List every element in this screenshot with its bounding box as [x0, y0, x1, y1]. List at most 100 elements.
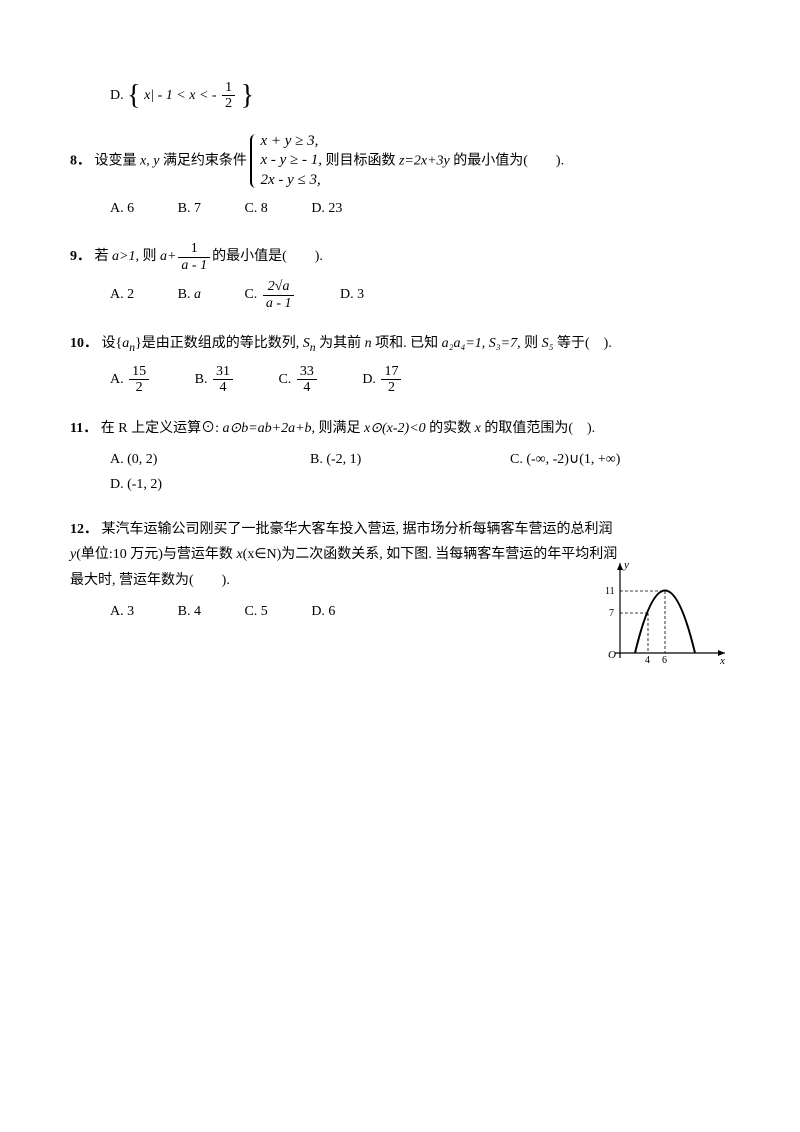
q-number: 8． — [70, 153, 91, 168]
stem-text: 等于( ). — [554, 336, 612, 351]
option-d: D. (-1, 2) — [110, 472, 310, 497]
stem-line2b: (x∈N)为二次函数关系, 如下图. 当每辆客车营运的年平均利润 — [243, 547, 618, 562]
option-c: C. 2√a a - 1 — [244, 279, 296, 311]
var-xy: x, y — [140, 153, 159, 168]
constraint-system: x + y ≥ 3, x - y ≥ - 1, 2x - y ≤ 3, — [250, 132, 322, 191]
options: A. (0, 2) B. (-2, 1) C. (-∞, -2)∪(1, +∞)… — [70, 447, 730, 497]
fraction: 1 2 — [222, 80, 235, 112]
question-9: 9． 若 a>1, 则 a+ 1 a - 1 的最小值是( ). A. 2 B.… — [70, 241, 730, 311]
z-expr: z=2x+3y — [399, 153, 450, 168]
option-a: A. 6 — [110, 196, 134, 221]
numerator: 1 — [178, 241, 210, 257]
inequality: x⊙(x-2)<0 — [364, 421, 426, 436]
opt-label: C. — [278, 372, 294, 387]
option-d: D. 172 — [362, 364, 403, 396]
option-d: D. 23 — [311, 196, 342, 221]
sys-row: x - y ≥ - 1, — [260, 151, 322, 171]
denominator: a - 1 — [181, 258, 207, 273]
numerator: 17 — [381, 364, 401, 380]
expr-a: a+ — [160, 250, 176, 265]
opt-label: D. — [362, 372, 379, 387]
stem-text: 的最小值为( ). — [453, 153, 564, 168]
numerator: 33 — [297, 364, 317, 380]
options: A. 2 B. a C. 2√a a - 1 D. 3 — [70, 279, 730, 311]
stem-text: 则目标函数 — [325, 153, 399, 168]
opt-d-label: D. — [110, 88, 124, 103]
q-number: 11． — [70, 421, 97, 436]
stem-text: 则满足 — [319, 421, 365, 436]
option-c: C. (-∞, -2)∪(1, +∞) — [510, 447, 710, 472]
x-tick-4: 4 — [645, 655, 650, 666]
numerator: 1 — [222, 80, 235, 96]
stem-text: 的取值范围为( ). — [484, 421, 595, 436]
x-var: x — [475, 421, 481, 436]
stem-text: 设{ — [102, 336, 123, 351]
sn: S — [303, 336, 310, 351]
option-b: B. (-2, 1) — [310, 447, 510, 472]
stem-text: 为其前 — [316, 336, 365, 351]
stem-text: 满足约束条件 — [163, 153, 247, 168]
numerator: 31 — [213, 364, 233, 380]
numerator: 2√a — [268, 279, 290, 294]
cond: a>1, — [112, 250, 139, 265]
numerator: 15 — [129, 364, 149, 380]
known: a₂a₄=1, S₃=7, — [442, 336, 521, 351]
option-a: A. (0, 2) — [110, 447, 310, 472]
option-d: D. 3 — [340, 282, 364, 307]
opt-val: a — [194, 287, 201, 302]
option-b: B. 4 — [178, 599, 201, 624]
x-tick-6: 6 — [662, 655, 667, 666]
denominator: 4 — [297, 380, 317, 395]
stem-line1: 某汽车运输公司刚买了一批豪华大客车投入营运, 据市场分析每辆客车营运的总利润 — [102, 522, 613, 537]
question-10: 10． 设{an}是由正数组成的等比数列, Sn 为其前 n 项和. 已知 a₂… — [70, 331, 730, 396]
option-a: A. 152 — [110, 364, 151, 396]
denominator: 2 — [381, 380, 401, 395]
option-c: C. 8 — [244, 196, 267, 221]
denominator: 2 — [222, 96, 235, 111]
stem-text: }是由正数组成的等比数列, — [135, 336, 303, 351]
stem-text: 在 R 上定义运算⊙: — [101, 421, 223, 436]
stem-line3: 最大时, 营运年数为( ). — [70, 573, 230, 588]
sys-row: 2x - y ≤ 3, — [260, 171, 322, 191]
denominator: 4 — [213, 380, 233, 395]
set-expr: x| - 1 < x < - — [144, 88, 217, 103]
question-12: 12． 某汽车运输公司刚买了一批豪华大客车投入营运, 据市场分析每辆客车营运的总… — [70, 517, 730, 677]
stem-text: 的最小值是( ). — [212, 250, 323, 265]
q-number: 10． — [70, 336, 98, 351]
option-c: C. 334 — [278, 364, 318, 396]
stem-text: 的实数 — [429, 421, 475, 436]
option-c: C. 5 — [244, 599, 267, 624]
opt-label: B. — [178, 287, 194, 302]
quadratic-graph: O y x 11 7 4 6 — [600, 558, 730, 677]
q-number: 12． — [70, 522, 98, 537]
n-var: n — [365, 336, 372, 351]
options: A. 152 B. 314 C. 334 D. 172 — [70, 364, 730, 396]
fraction: 1 a - 1 — [178, 241, 210, 273]
origin-label: O — [608, 649, 616, 661]
s5: S₅ — [542, 336, 554, 351]
sys-row: x + y ≥ 3, — [260, 132, 322, 152]
option-b: B. a — [178, 282, 201, 307]
option-b: B. 314 — [195, 364, 235, 396]
op-def: a⊙b=ab+2a+b, — [222, 421, 315, 436]
denominator: a - 1 — [266, 296, 292, 311]
x-axis-label: x — [719, 655, 725, 667]
option-d: D. 6 — [311, 599, 335, 624]
y-axis-label: y — [623, 559, 629, 571]
stem-text: 设变量 — [95, 153, 141, 168]
lbrace-icon: { — [127, 80, 140, 111]
question-11: 11． 在 R 上定义运算⊙: a⊙b=ab+2a+b, 则满足 x⊙(x-2)… — [70, 416, 730, 498]
opt-label: C. — [244, 287, 260, 302]
q-number: 9． — [70, 250, 91, 265]
rbrace-icon: } — [241, 80, 254, 111]
opt-label: B. — [195, 372, 211, 387]
opt-label: A. — [110, 372, 127, 387]
q7-option-d: D. { x| - 1 < x < - 1 2 } — [70, 80, 730, 112]
y-tick-11: 11 — [605, 586, 615, 597]
fraction: 2√a a - 1 — [263, 279, 295, 311]
stem-text: 则 — [521, 336, 542, 351]
option-b: B. 7 — [178, 196, 201, 221]
y-tick-7: 7 — [609, 608, 614, 619]
stem-text: 若 — [95, 250, 113, 265]
option-a: A. 3 — [110, 599, 134, 624]
